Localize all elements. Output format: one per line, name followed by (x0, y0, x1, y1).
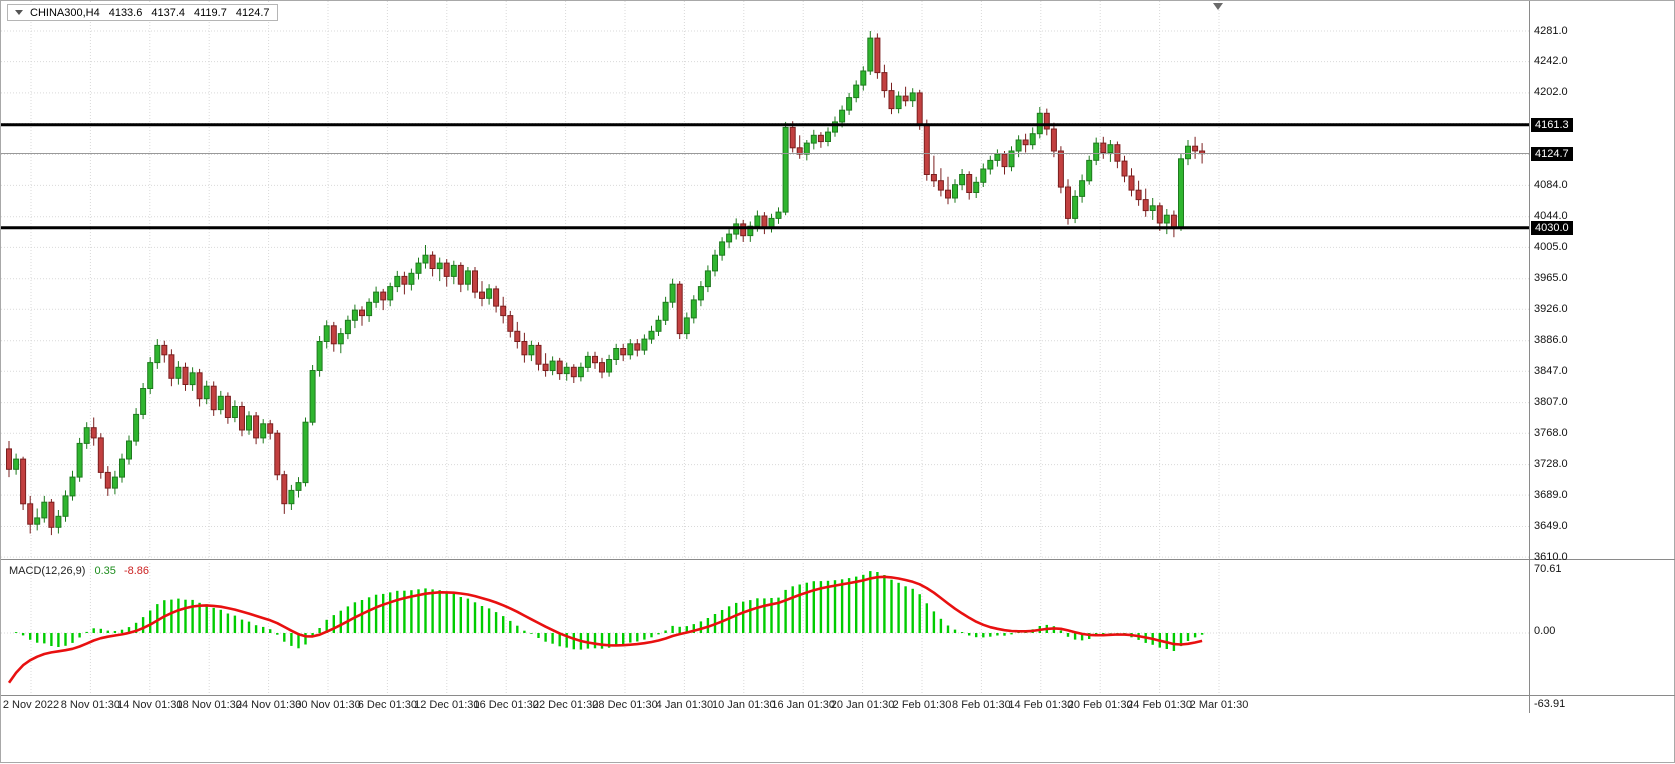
price-tick-label: 3728.0 (1534, 458, 1568, 471)
symbol-timeframe-label: CHINA300,H4 (30, 6, 100, 19)
price-line-tag: 4030.0 (1531, 220, 1573, 235)
price-line-tag: 4124.7 (1531, 146, 1573, 161)
ohlc-high: 4137.4 (151, 6, 186, 19)
time-axis-label: 18 Nov 01:30 (176, 699, 242, 711)
price-tick-label: 4242.0 (1534, 55, 1568, 68)
price-tick-label: 3610.0 (1534, 550, 1568, 563)
time-axis-label: 22 Dec 01:30 (532, 699, 599, 711)
time-axis-label: 20 Jan 01:30 (830, 699, 895, 711)
time-axis-label: 8 Nov 01:30 (60, 699, 121, 711)
macd-axis-zero: 0.00 (1534, 625, 1556, 637)
hlines-layer[interactable] (1, 123, 1529, 230)
price-tick-label: 4005.0 (1534, 240, 1568, 253)
price-tick-label: 3649.0 (1534, 520, 1568, 532)
time-axis-label: 4 Jan 01:30 (655, 699, 714, 711)
time-axis-label: 28 Dec 01:30 (592, 699, 658, 711)
macd-signal-value: -8.86 (123, 565, 150, 577)
time-axis-label: 10 Jan 01:30 (711, 699, 776, 711)
price-tick-label: 4084.0 (1534, 178, 1568, 191)
time-axis-label: 24 Nov 01:30 (235, 699, 302, 711)
time-axis-label: 2 Mar 01:30 (1189, 699, 1249, 711)
price-tick-label: 3689.0 (1534, 488, 1568, 501)
time-axis-label: 2 Feb 01:30 (892, 699, 952, 711)
ohlc-open: 4133.6 (108, 6, 143, 19)
price-tick-label: 3768.0 (1534, 426, 1568, 439)
price-axis-line (1529, 1, 1530, 713)
price-tick-label: 4202.0 (1534, 86, 1568, 99)
time-axis-label: 16 Dec 01:30 (473, 699, 539, 711)
price-tick-label: 3807.0 (1534, 396, 1568, 409)
ohlc-low: 4119.7 (194, 6, 227, 19)
time-axis-label: 14 Feb 01:30 (1008, 699, 1074, 711)
time-axis-label: 8 Feb 01:30 (952, 699, 1011, 711)
macd-axis-bottom: -63.91 (1534, 698, 1566, 710)
time-axis-label: 24 Feb 01:30 (1127, 699, 1193, 711)
time-axis-label: 6 Dec 01:30 (357, 699, 418, 711)
grid-layer (1, 1, 1529, 695)
macd-axis-top: 70.61 (1534, 563, 1562, 575)
price-line-tag: 4161.3 (1531, 117, 1573, 132)
macd-indicator-label: MACD(12,26,9) 0.35 -8.86 (9, 565, 149, 577)
price-tick-label: 4044.0 (1534, 210, 1568, 223)
price-tick-label: 3886.0 (1534, 334, 1568, 347)
candles-layer (6, 31, 1206, 536)
macd-main-value: 0.35 (94, 565, 116, 577)
macd-bottom-separator (1, 695, 1675, 696)
macd-layer (7, 571, 1204, 684)
time-axis-label: 12 Dec 01:30 (414, 699, 480, 711)
time-axis-label: 16 Jan 01:30 (771, 699, 835, 711)
time-axis-label: 2 Nov 2022 (2, 699, 60, 711)
shift-marker-icon[interactable] (1213, 3, 1223, 10)
price-tick-label: 4281.0 (1534, 24, 1568, 37)
panel-separator[interactable] (1, 559, 1675, 560)
time-axis-label: 14 Nov 01:30 (117, 699, 183, 711)
price-tick-label: 3965.0 (1534, 272, 1568, 285)
macd-name: MACD(12,26,9) (9, 565, 86, 577)
time-axis-label: 30 Nov 01:30 (295, 699, 361, 711)
dropdown-arrow-icon[interactable] (15, 10, 23, 15)
time-axis-label: 20 Feb 01:30 (1067, 699, 1133, 711)
price-tick-label: 3926.0 (1534, 302, 1568, 315)
symbol-info-box: CHINA300,H4 4133.6 4137.4 4119.7 4124.7 (7, 4, 278, 21)
price-tick-label: 3847.0 (1534, 364, 1568, 377)
ohlc-close: 4124.7 (235, 6, 270, 19)
